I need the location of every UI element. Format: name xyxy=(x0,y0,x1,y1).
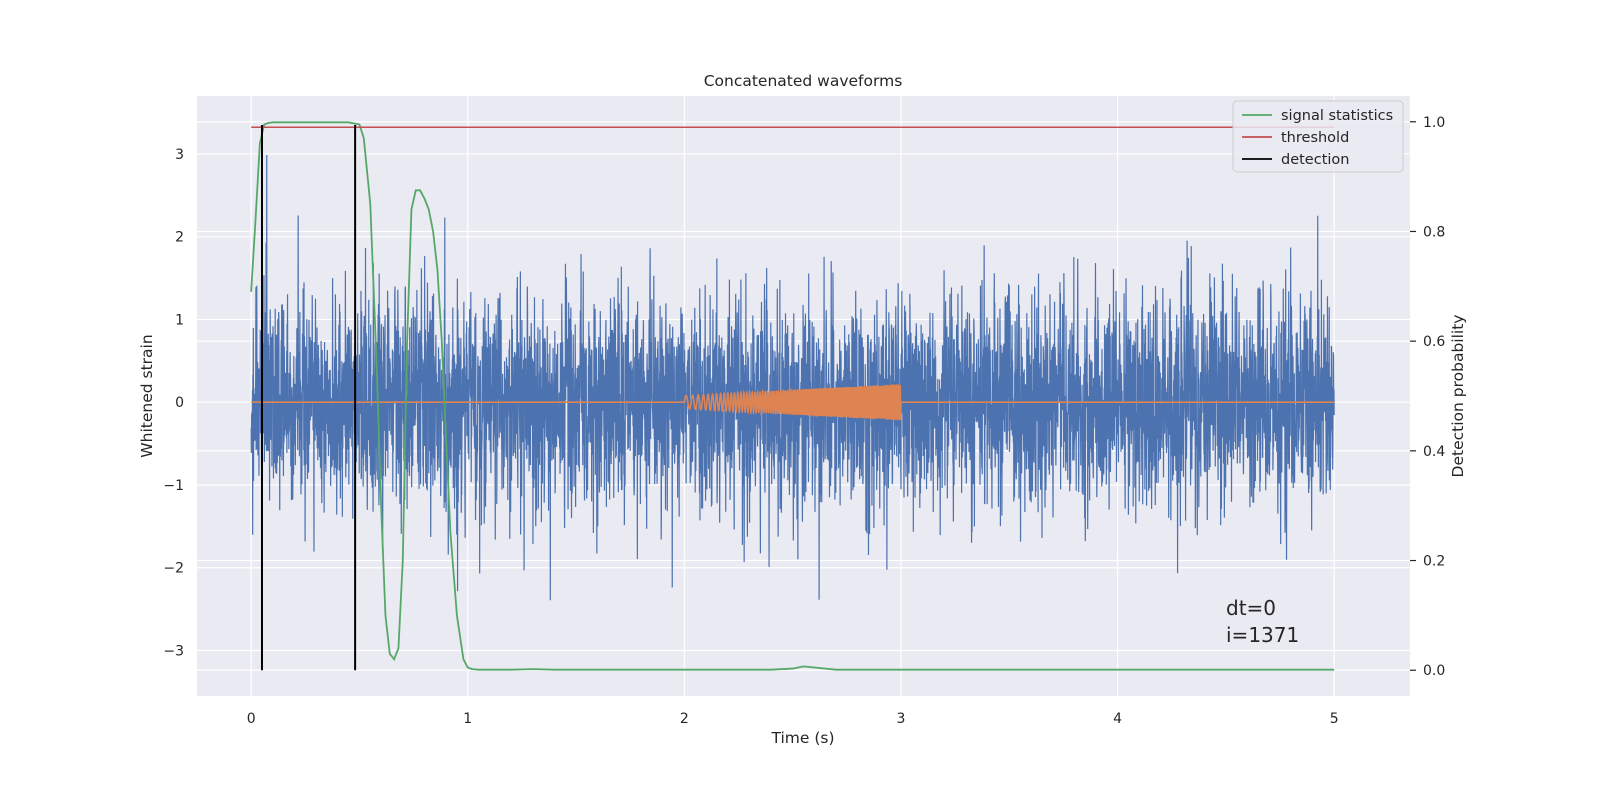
detection-series xyxy=(260,124,357,671)
y-axis-ticks: −3 −2 −1 0 1 2 3 xyxy=(163,147,184,660)
annotation-dt: dt=0 xyxy=(1226,596,1276,620)
y-tick-label: −3 xyxy=(163,643,184,659)
injection-series xyxy=(251,384,1335,421)
chart-title: Concatenated waveforms xyxy=(704,72,903,90)
legend-label-signal-statistics: signal statistics xyxy=(1281,108,1393,124)
right-y-tick-label: 0.2 xyxy=(1423,554,1445,570)
x-tick-label: 4 xyxy=(1113,711,1122,727)
y-tick-label: 3 xyxy=(175,147,184,163)
x-tick-label: 1 xyxy=(463,711,472,727)
legend: signal statistics threshold detection xyxy=(1232,100,1404,173)
y-axis-label: Whitened strain xyxy=(138,334,156,457)
right-y-tick-label: 1.0 xyxy=(1423,115,1445,131)
x-tick-label: 0 xyxy=(247,711,256,727)
x-tick-label: 3 xyxy=(897,711,906,727)
right-y-tick-label: 0.6 xyxy=(1423,334,1445,350)
x-axis-ticks: 0 1 2 3 4 5 xyxy=(247,711,1339,727)
right-y-tick-label: 0.4 xyxy=(1423,444,1445,460)
x-tick-label: 5 xyxy=(1330,711,1339,727)
y-tick-label: −1 xyxy=(163,478,184,494)
x-tick-label: 2 xyxy=(680,711,689,727)
x-axis-label: Time (s) xyxy=(770,729,834,747)
y-tick-label: 1 xyxy=(175,312,184,328)
injection-line xyxy=(251,384,1335,421)
strain-line xyxy=(250,155,1335,601)
legend-label-detection: detection xyxy=(1281,152,1349,168)
y-tick-label: 2 xyxy=(175,230,184,246)
y-tick-label: 0 xyxy=(175,395,184,411)
right-y-tick-label: 0.8 xyxy=(1423,224,1445,240)
right-y-tick-label: 0.0 xyxy=(1423,663,1445,679)
strain-series xyxy=(250,155,1335,601)
signal-statistics-series xyxy=(250,121,1335,671)
y-tick-label: −2 xyxy=(163,561,184,577)
legend-label-threshold: threshold xyxy=(1281,130,1349,146)
annotation-index: i=1371 xyxy=(1226,623,1299,647)
legend-box xyxy=(1232,100,1404,173)
right-y-axis-ticks: 0.0 0.2 0.4 0.6 0.8 1.0 xyxy=(1410,115,1445,679)
right-y-axis-label: Detection probability xyxy=(1449,315,1467,478)
signal-statistics-line xyxy=(250,121,1335,671)
